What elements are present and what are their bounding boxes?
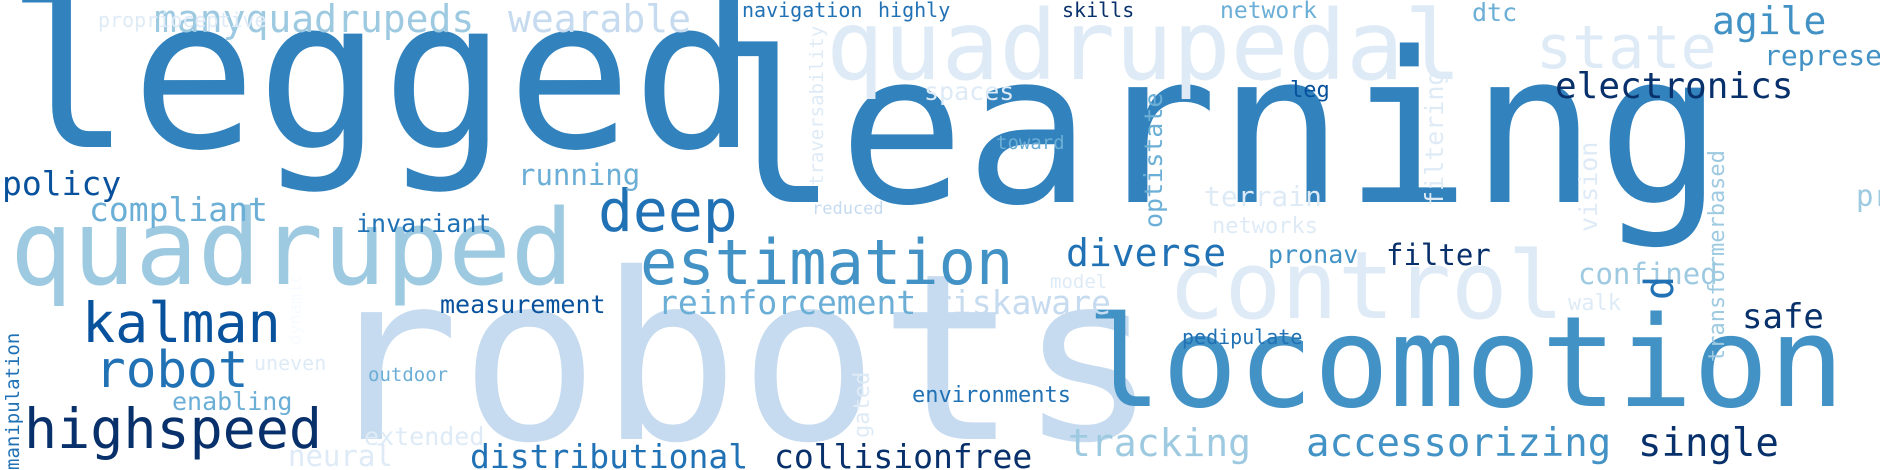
word-compliant: policy xyxy=(2,164,122,203)
word-riskaware: reinforcement xyxy=(658,283,917,322)
word-uneven: neural xyxy=(288,439,393,470)
word-predictive: model xyxy=(1050,271,1108,293)
word-environments: pedipulate xyxy=(1182,325,1303,349)
word-single: single xyxy=(1638,421,1779,466)
word-walk: pronav xyxy=(1268,240,1359,269)
word-vision: vision xyxy=(1574,141,1603,232)
word-extended: enabling xyxy=(172,387,293,416)
word-d: predictive xyxy=(1856,179,1880,213)
word-safe: safe xyxy=(1742,297,1824,337)
word-pedipulate: walk xyxy=(1568,291,1621,316)
word-accessorizing: accessorizing xyxy=(1306,421,1612,466)
word-control: control xyxy=(1168,232,1565,341)
word-collisionfree: collisionfree xyxy=(774,437,1033,470)
word-traversability: traversability xyxy=(806,25,828,186)
word-terrain: riskaware xyxy=(932,283,1111,322)
word-filter: terrain xyxy=(1204,180,1323,213)
word-proprioceptive: highly xyxy=(878,0,951,22)
word-filtering: filtering xyxy=(1420,70,1449,206)
word-robots: robots xyxy=(320,224,1159,470)
word-quadruped: quadruped xyxy=(10,187,574,309)
word-outdoor: uneven xyxy=(254,351,327,375)
word-gated: gated xyxy=(850,371,875,438)
word-toward: outdoor xyxy=(368,364,449,386)
word-agile: agile xyxy=(1712,0,1827,43)
word-distributional: distributional xyxy=(470,437,749,470)
word-networks: leg xyxy=(1290,78,1330,103)
word-highspeed: highspeed xyxy=(24,397,323,461)
word-transformerbased: transformerbased xyxy=(1705,150,1730,362)
word-deep: deep xyxy=(598,177,738,245)
word-learning: learning xyxy=(712,7,1724,252)
word-electronics: electronics xyxy=(1555,66,1794,107)
word-measurement: invariant xyxy=(356,209,492,238)
word-reduced: toward xyxy=(996,132,1065,154)
word-robot: robot xyxy=(95,341,249,400)
word-state: state xyxy=(1536,13,1717,83)
word-spaces: representation xyxy=(1764,39,1880,72)
word-invariant: spaces xyxy=(924,77,1015,106)
word-wearable: wearable xyxy=(508,0,692,41)
word-policy: d xyxy=(1637,275,1683,300)
word-enabling: environments xyxy=(912,383,1071,408)
word-neural: extended xyxy=(364,422,485,451)
word-dtc: confined xyxy=(1578,257,1718,291)
word-network: measurement xyxy=(440,290,606,319)
word-tracking: tracking xyxy=(1068,421,1252,465)
word-manipulation: manipulation xyxy=(2,332,24,470)
word-representation: dtc xyxy=(1472,0,1518,27)
word-optistate: optistate xyxy=(1139,92,1168,228)
word-navigation: skills xyxy=(1062,0,1135,22)
word-quadrupedal: quadrupedal xyxy=(826,0,1462,102)
word-diverse: diverse xyxy=(1066,231,1227,275)
word-legged: legged xyxy=(6,0,758,197)
word-confined: filter xyxy=(1386,238,1491,272)
word-manyquadrupeds: manyquadrupeds xyxy=(154,0,475,41)
word-highly: navigation xyxy=(742,0,863,22)
word-skills: network xyxy=(1220,0,1317,24)
word-leg: proprioceptive xyxy=(98,8,267,32)
word-dynamic: dynamic xyxy=(286,273,306,345)
word-estimation: estimation xyxy=(640,226,1014,299)
word-kalman: kalman xyxy=(82,291,281,355)
word-locomotion: locomotion xyxy=(1086,289,1845,436)
word-reinforcement: running xyxy=(518,158,641,192)
word-pronav: networks xyxy=(1212,214,1318,239)
word-model: reduced xyxy=(812,199,884,219)
word-running: compliant xyxy=(89,190,268,229)
